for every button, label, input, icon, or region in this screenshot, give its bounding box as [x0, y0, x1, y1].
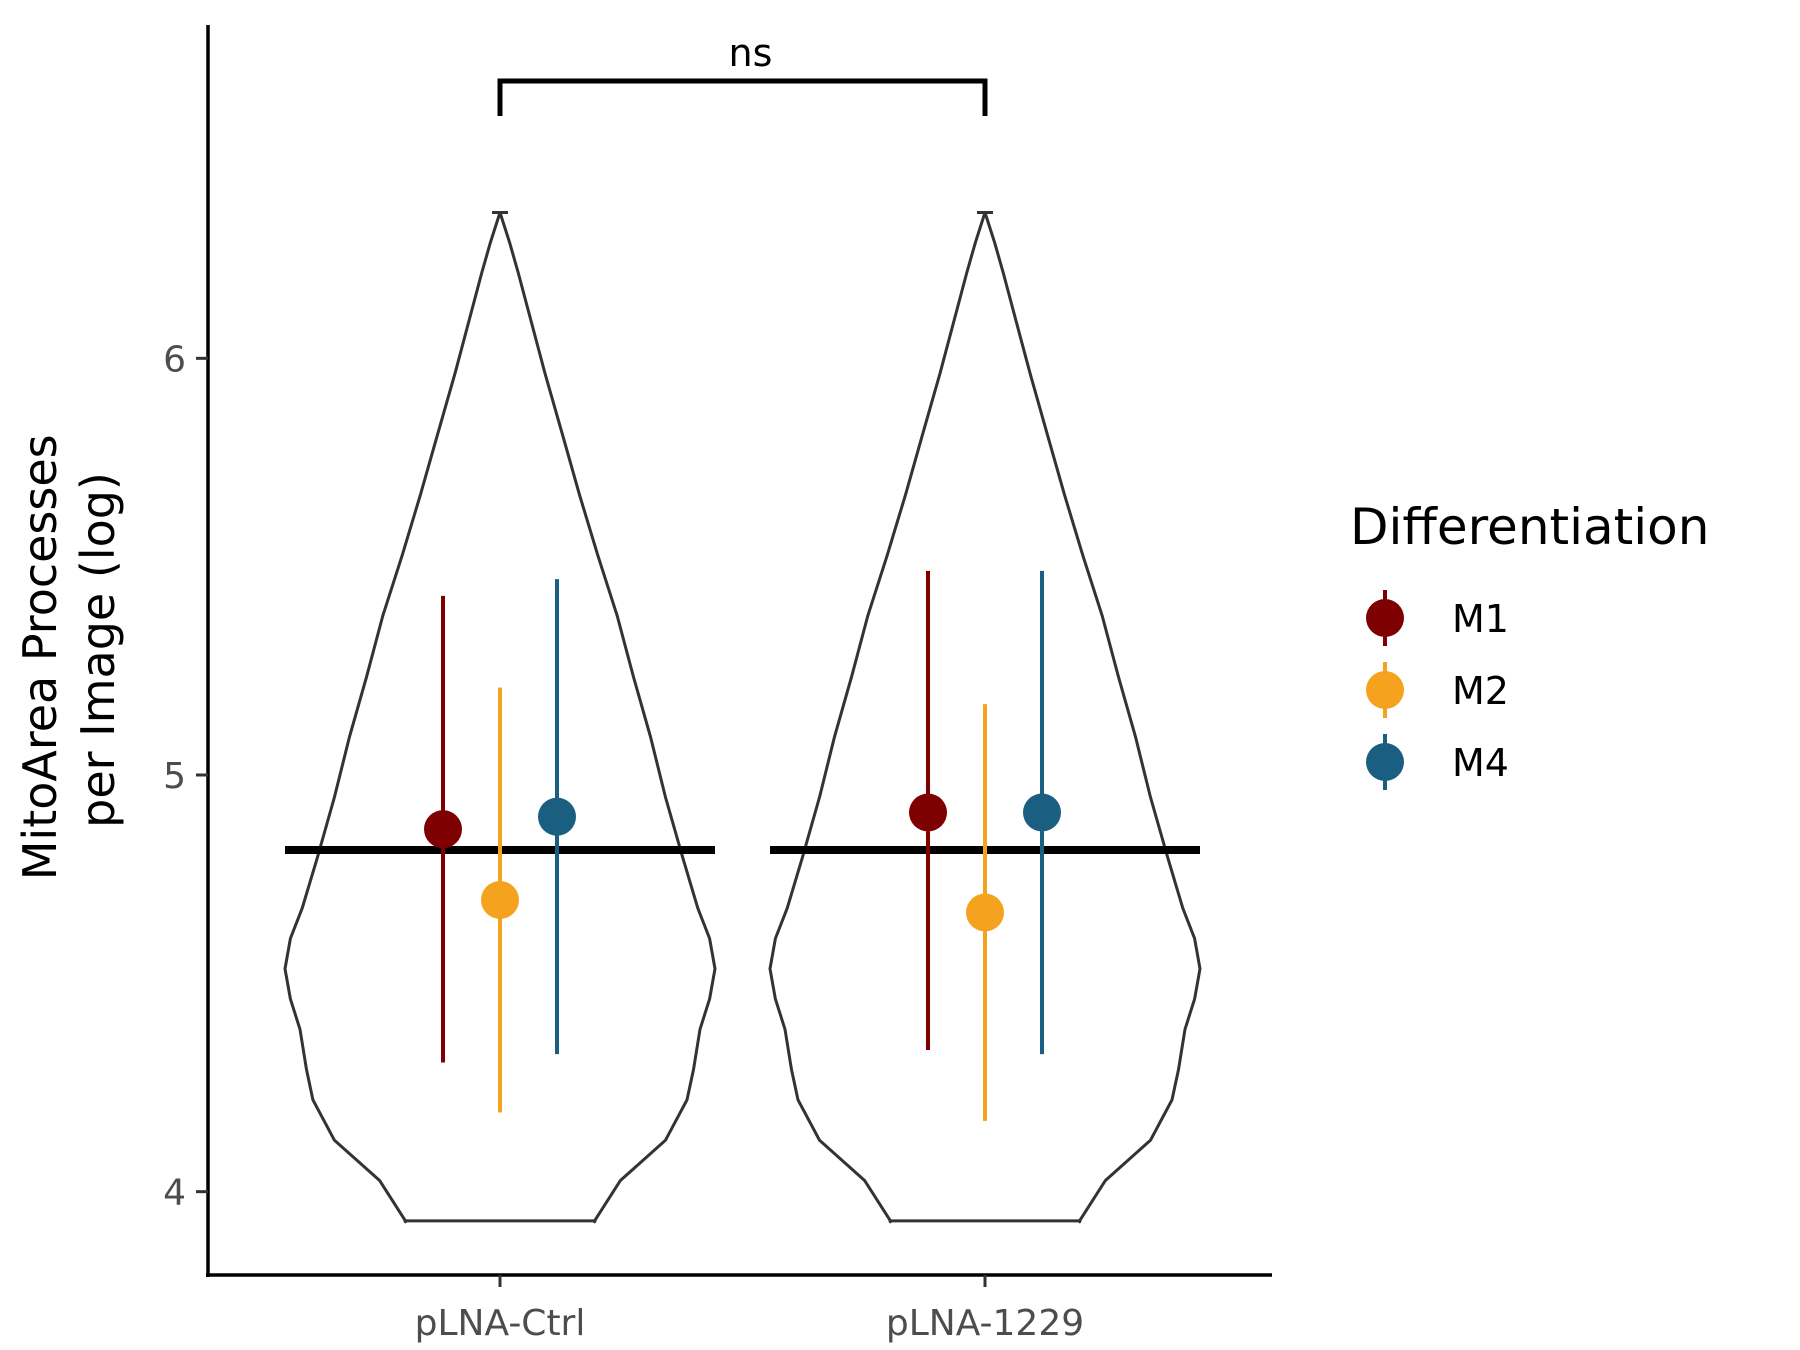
significance-bracket — [497, 78, 988, 116]
legend-label-M2: M2 — [1452, 669, 1509, 713]
x-tick-label-pLNA-1229: pLNA-1229 — [886, 1303, 1084, 1344]
x-tick-label-pLNA-Ctrl: pLNA-Ctrl — [415, 1303, 586, 1344]
mean-point-M2-pLNA-Ctrl — [481, 881, 519, 919]
y-tick-label-5: 5 — [163, 756, 186, 797]
y-axis-title-line-1: MitoArea Processes — [13, 434, 67, 880]
violin-pLNA-1229 — [768, 211, 1202, 1224]
legend-label-M4: M4 — [1452, 741, 1509, 785]
error-bars-layer — [441, 570, 1044, 1121]
legend-key-point-M1 — [1366, 599, 1404, 637]
mean-point-M2-pLNA-1229 — [966, 893, 1004, 932]
mean-point-M4-pLNA-1229 — [1023, 793, 1061, 832]
y-tick-label-6: 6 — [163, 339, 186, 380]
legend-key-point-M2 — [1366, 671, 1404, 709]
legend: Differentiation M1 M2 M4 — [1350, 498, 1709, 790]
axes-layer: 4 5 6 pLNA-Ctrl pLNA-1229 — [163, 25, 1272, 1344]
y-tick-label-4: 4 — [163, 1173, 186, 1214]
mean-point-M1-pLNA-1229 — [909, 793, 947, 832]
violin-pLNA-Ctrl — [283, 211, 717, 1224]
y-axis-title-line-2: per Image (log) — [71, 472, 125, 828]
mean-points-layer — [424, 793, 1061, 932]
mean-point-M4-pLNA-Ctrl — [538, 797, 576, 836]
legend-label-M1: M1 — [1452, 597, 1509, 641]
legend-key-point-M4 — [1366, 743, 1404, 781]
y-axis-title: MitoArea Processes per Image (log) — [13, 420, 125, 881]
violins-layer — [283, 211, 1202, 1224]
significance-label: ns — [729, 31, 773, 75]
mean-point-M1-pLNA-Ctrl — [424, 810, 462, 849]
significance-layer: ns — [497, 31, 988, 116]
legend-title: Differentiation — [1350, 498, 1709, 556]
